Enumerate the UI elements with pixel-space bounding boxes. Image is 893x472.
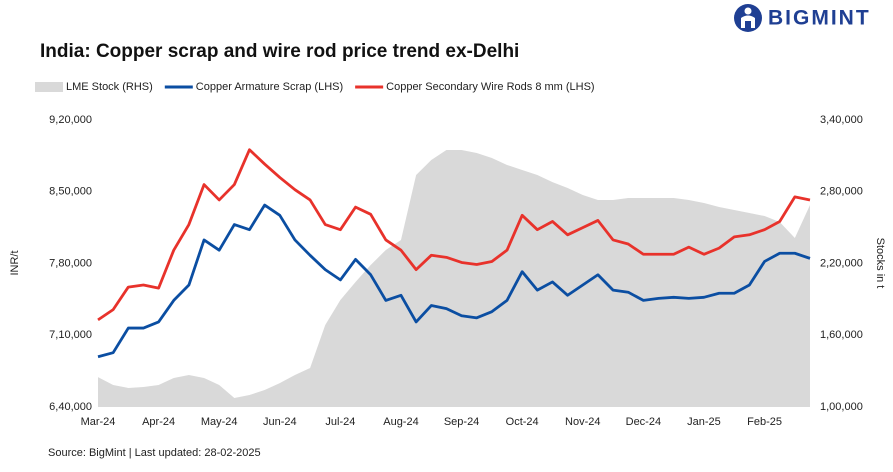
legend-label: LME Stock (RHS) bbox=[66, 81, 153, 93]
x-tick-label: Apr-24 bbox=[142, 416, 175, 428]
x-tick-label: Feb-25 bbox=[747, 416, 782, 428]
logo-icon-head bbox=[744, 7, 752, 15]
x-tick-label: Jan-25 bbox=[687, 416, 721, 428]
line bbox=[97, 148, 811, 322]
y-tick-label: 6,40,000 bbox=[49, 401, 92, 413]
x-tick-label: Mar-24 bbox=[81, 416, 116, 428]
x-tick-label: May-24 bbox=[201, 416, 238, 428]
y2-tick-label: 1,60,000 bbox=[820, 329, 863, 341]
x-tick-label: Nov-24 bbox=[565, 416, 600, 428]
y2-tick-label: 1,00,000 bbox=[820, 401, 863, 413]
x-tick-label: Oct-24 bbox=[506, 416, 539, 428]
legend-label: Copper Armature Scrap (LHS) bbox=[196, 81, 343, 93]
y-tick-label: 7,10,000 bbox=[49, 329, 92, 341]
source-note: Source: BigMint | Last updated: 28-02-20… bbox=[48, 447, 261, 459]
y2-axis-title: Stocks in t bbox=[874, 238, 886, 289]
logo: BIGMINT bbox=[734, 4, 871, 32]
y-tick-label: 7,80,000 bbox=[49, 257, 92, 269]
y2-tick-label: 2,80,000 bbox=[820, 186, 863, 198]
x-tick-label: Jun-24 bbox=[263, 416, 297, 428]
chart-title: India: Copper scrap and wire rod price t… bbox=[40, 41, 519, 62]
x-tick-label: Sep-24 bbox=[444, 416, 479, 428]
logo-text: BIGMINT bbox=[768, 7, 871, 30]
x-tick-label: Jul-24 bbox=[325, 416, 355, 428]
legend: LME Stock (RHS) Copper Armature Scrap (LH… bbox=[35, 81, 595, 93]
line bbox=[97, 203, 811, 359]
logo-icon-body bbox=[741, 15, 755, 28]
legend-label: Copper Secondary Wire Rods 8 mm (LHS) bbox=[386, 81, 594, 93]
y2-tick-label: 3,40,000 bbox=[820, 114, 863, 126]
y-tick-label: 8,50,000 bbox=[49, 186, 92, 198]
y-tick-label: 9,20,000 bbox=[49, 114, 92, 126]
y-axis-title: INR/t bbox=[9, 250, 21, 275]
legend-swatch bbox=[35, 82, 63, 92]
x-tick-label: Aug-24 bbox=[383, 416, 418, 428]
x-tick-label: Dec-24 bbox=[626, 416, 661, 428]
area bbox=[98, 150, 810, 407]
y2-tick-label: 2,20,000 bbox=[820, 257, 863, 269]
